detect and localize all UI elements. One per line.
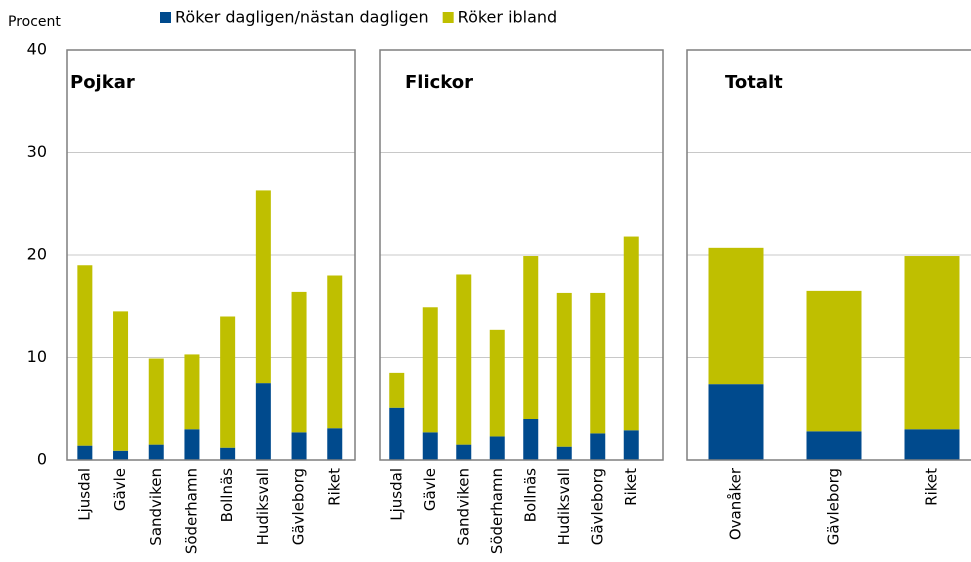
x-tick-label: Gävle [421, 468, 439, 511]
bar-segment [389, 407, 405, 460]
x-tick-label: Hudiksvall [555, 468, 573, 545]
bar-segment [708, 384, 764, 460]
panel-title: Pojkar [70, 72, 135, 93]
bar-segment [422, 307, 438, 433]
x-tick-label: Sandviken [454, 468, 472, 546]
y-axis-label: Procent [8, 14, 61, 30]
bar-segment [255, 190, 271, 384]
x-tick-label: Gävle [111, 468, 129, 511]
y-tick-label: 40 [27, 40, 47, 59]
bar-segment [904, 256, 960, 430]
bar-segment [327, 275, 343, 429]
bar-segment [291, 291, 307, 433]
bar-segment [623, 430, 639, 460]
x-tick-label: Hudiksvall [254, 468, 272, 545]
x-tick-label: Ljusdal [387, 468, 405, 521]
bar-segment [523, 256, 539, 419]
x-tick-label: Riket [622, 468, 640, 506]
panel-frame [686, 49, 971, 461]
bar-segment [327, 428, 343, 460]
bar-segment [456, 274, 472, 445]
legend-swatch [160, 12, 171, 23]
bar-segment [489, 436, 505, 460]
bar-segment [77, 445, 93, 460]
bar-segment [806, 431, 862, 460]
bar-segment [489, 329, 505, 437]
x-tick-label: Söderhamn [182, 468, 200, 554]
x-tick-label: Söderhamn [488, 468, 506, 554]
x-tick-label: Gävleborg [825, 468, 843, 545]
x-tick-label: Gävleborg [290, 468, 308, 545]
y-tick-label: 10 [27, 347, 47, 366]
bar-segment [556, 292, 572, 447]
panel-title: Totalt [725, 72, 783, 93]
bar-segment [422, 432, 438, 460]
x-tick-label: Ovanåker [727, 467, 745, 540]
bar-segment [148, 358, 164, 445]
x-tick-label: Riket [923, 468, 941, 506]
bar-segment [389, 372, 405, 408]
bar-segment [148, 444, 164, 460]
bar-segment [184, 429, 200, 460]
bar-segment [220, 447, 236, 460]
bar-segment [291, 432, 307, 460]
bar-segment [904, 429, 960, 460]
bar-segment [113, 450, 129, 460]
y-tick-label: 30 [27, 142, 47, 161]
bar-segment [220, 316, 236, 448]
bar-segment [556, 446, 572, 460]
bar-segment [456, 444, 472, 460]
x-tick-label: Riket [325, 468, 343, 506]
panel-frame [66, 49, 356, 461]
bar-segment [255, 383, 271, 460]
y-tick-label: 0 [37, 450, 47, 469]
y-tick-label: 20 [27, 245, 47, 264]
bar-segment [184, 354, 200, 430]
bar-segment [806, 290, 862, 432]
x-tick-label: Gävleborg [588, 468, 606, 545]
x-tick-label: Bollnäs [218, 468, 236, 523]
x-tick-label: Bollnäs [521, 468, 539, 523]
panel-frame [379, 49, 664, 461]
x-tick-label: Ljusdal [75, 468, 93, 521]
bar-segment [523, 419, 539, 460]
legend-swatch [442, 12, 454, 23]
panel-title: Flickor [405, 72, 473, 93]
x-tick-label: Sandviken [147, 468, 165, 546]
legend-label: Röker ibland [458, 8, 558, 27]
bar-segment [113, 311, 129, 451]
bar-segment [590, 433, 606, 460]
bar-segment [77, 265, 93, 446]
legend-label: Röker dagligen/nästan dagligen [175, 8, 429, 27]
bar-segment [708, 247, 764, 385]
bar-segment [623, 236, 639, 431]
bar-segment [590, 292, 606, 434]
